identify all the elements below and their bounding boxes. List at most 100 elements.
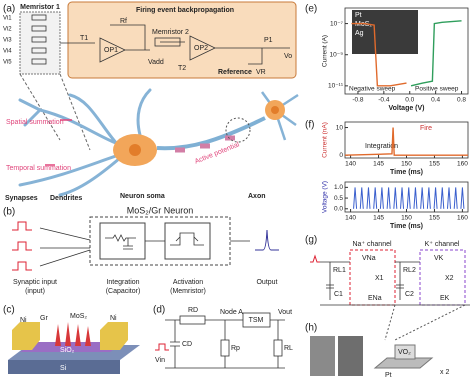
label: VO₂ xyxy=(398,349,411,356)
label: C1 xyxy=(334,291,343,298)
panel-a-shape xyxy=(31,36,47,43)
panel-a-shape xyxy=(31,25,47,32)
label: Firing event backpropagation xyxy=(136,7,234,14)
label: Vout xyxy=(278,309,292,316)
label: Neuron soma xyxy=(120,193,165,200)
input-labels: Vi1 Vi2 Vi3 Vi4 Vi5 xyxy=(3,16,12,66)
panel-d-shape xyxy=(179,315,206,325)
y-tick-label: 0.5 xyxy=(334,195,343,202)
spike xyxy=(446,187,451,209)
label: Temporal summation xyxy=(6,165,71,172)
label: (input) xyxy=(25,288,45,295)
panel-a-shape xyxy=(19,11,61,75)
panel-g xyxy=(310,249,470,341)
label: MoS₂ xyxy=(70,313,87,320)
panel-label: (b) xyxy=(3,207,15,218)
x-tick-label: 145 xyxy=(373,161,384,168)
data-line xyxy=(410,20,462,87)
panel-d-shape xyxy=(155,343,169,351)
label: VK xyxy=(434,255,444,262)
panel-d-shape xyxy=(165,319,285,369)
legend-entry: Positive sweep xyxy=(415,86,459,93)
panel-a-shape xyxy=(225,117,251,143)
panel-h-shape xyxy=(394,344,416,360)
panel-c-shape xyxy=(55,322,91,346)
panel-label: (a) xyxy=(3,4,15,15)
spike xyxy=(353,187,358,209)
annotation: Integration xyxy=(365,143,398,150)
label: Ni xyxy=(110,315,117,322)
label: Na⁺ channel xyxy=(352,241,392,248)
input-label: Vi2 xyxy=(3,27,12,33)
label: Vin xyxy=(155,357,165,364)
label: Dendrites xyxy=(50,195,82,202)
x-tick-label: 140 xyxy=(345,161,356,168)
spike xyxy=(460,187,465,209)
y-tick-label: 10⁻⁷ xyxy=(330,20,344,27)
label: (Capacitor) xyxy=(106,288,141,295)
panel-a-shape xyxy=(154,37,181,47)
panel-a-shape xyxy=(129,144,141,156)
label: Vadd xyxy=(148,59,164,66)
x-tick-label: 155 xyxy=(429,215,440,222)
legend-entry: Negative sweep xyxy=(349,86,396,93)
label: T1 xyxy=(80,35,88,42)
label: T2 xyxy=(178,65,186,72)
spike xyxy=(413,187,418,209)
x-tick-label: 155 xyxy=(429,161,440,168)
panel-b-shape xyxy=(99,222,146,260)
panel-b-shape xyxy=(255,229,279,251)
label: Integration xyxy=(106,279,139,286)
plot-frame xyxy=(344,7,469,95)
panel-h xyxy=(310,336,434,376)
label: C2 xyxy=(405,291,414,298)
y-axis-label: Voltage (V) xyxy=(322,181,329,213)
label: OP1 xyxy=(104,47,118,54)
spike xyxy=(406,187,411,209)
inset-label: MoS₂ xyxy=(355,21,372,28)
label: Pt xyxy=(385,372,392,379)
panel-a-shape xyxy=(156,116,266,151)
panel-label: (h) xyxy=(305,323,317,334)
y-tick-label: 10⁻¹¹ xyxy=(328,83,344,90)
label: Spatial summation xyxy=(6,119,64,126)
panel-a-shape xyxy=(175,135,235,153)
x-axis-label: Time (ms) xyxy=(390,223,423,230)
panel-g-shape xyxy=(384,304,466,341)
panel-label: (c) xyxy=(3,305,15,316)
spike xyxy=(433,187,438,209)
y-axis-label: Current (nA) xyxy=(322,122,329,158)
inset-label: Pt xyxy=(355,12,362,19)
label: Rp xyxy=(231,345,240,352)
x-tick-label: 0.0 xyxy=(405,97,414,104)
x-tick-label: 150 xyxy=(401,215,412,222)
spike xyxy=(366,187,371,209)
data-line xyxy=(351,22,407,87)
label: X2 xyxy=(445,275,454,282)
panel-c-shape xyxy=(20,342,125,352)
label: ENa xyxy=(368,295,382,302)
label: CD xyxy=(182,341,192,348)
panel-b-shape xyxy=(105,234,136,250)
label: RL xyxy=(284,345,293,352)
panel-c-shape xyxy=(12,322,40,350)
label: x 2 xyxy=(440,369,449,376)
inset-image xyxy=(352,10,418,54)
label: OP2 xyxy=(194,45,208,52)
label: RD xyxy=(188,307,198,314)
y-tick-label: 10⁻⁹ xyxy=(330,51,344,58)
x-tick-label: 145 xyxy=(373,215,384,222)
panel-label: (e) xyxy=(305,4,317,15)
label: RL2 xyxy=(403,267,416,274)
panel-label: (f) xyxy=(305,120,314,131)
panel-b-shape xyxy=(89,216,231,266)
panel-d-shape xyxy=(273,339,283,357)
x-tick-label: 140 xyxy=(345,215,356,222)
label: VNa xyxy=(362,255,376,262)
label: VR xyxy=(256,69,266,76)
spike xyxy=(379,187,384,209)
label: (Memristor) xyxy=(170,288,206,295)
inset-label: Ag xyxy=(355,30,364,37)
panel-c xyxy=(8,322,140,374)
